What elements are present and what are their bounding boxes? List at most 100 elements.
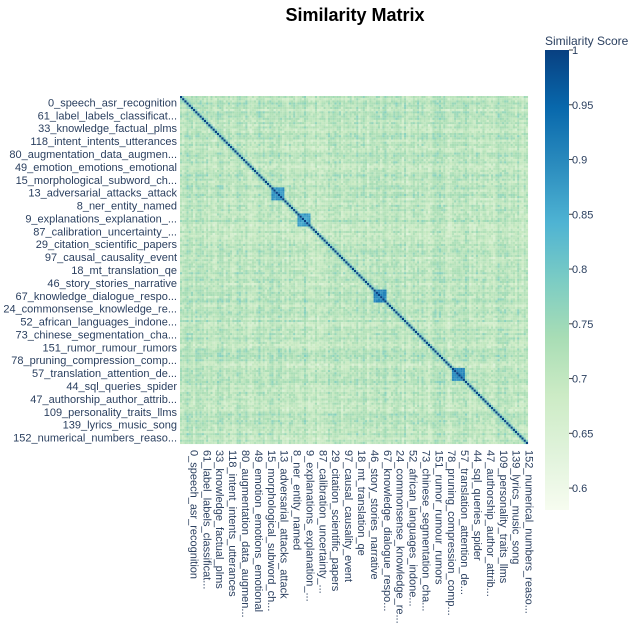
- heatmap-cell: [271, 100, 274, 103]
- heatmap-cell: [456, 154, 459, 157]
- heatmap-cell: [336, 104, 339, 107]
- heatmap-cell: [275, 159, 278, 162]
- heatmap-cell: [454, 143, 457, 147]
- heatmap-cell: [412, 113, 415, 116]
- heatmap-cell: [445, 159, 448, 162]
- heatmap-cell: [293, 150, 296, 153]
- heatmap-cell: [508, 137, 511, 140]
- heatmap-cell: [277, 139, 281, 142]
- heatmap-cell: [460, 156, 463, 160]
- heatmap-cell: [412, 139, 415, 142]
- heatmap-cell: [458, 100, 461, 103]
- heatmap-cell: [477, 113, 481, 116]
- heatmap-cell: [427, 124, 431, 127]
- heatmap-cell: [399, 102, 402, 105]
- heatmap-cell: [290, 137, 294, 140]
- heatmap-cell: [423, 113, 426, 116]
- heatmap-cell: [406, 96, 409, 99]
- heatmap-cell: [401, 150, 405, 153]
- heatmap-cell: [488, 104, 492, 107]
- heatmap-cell: [293, 119, 296, 123]
- heatmap-cell: [364, 111, 368, 114]
- heatmap-cell: [382, 98, 385, 101]
- heatmap-cell: [367, 128, 370, 131]
- heatmap-cell: [260, 152, 263, 155]
- heatmap-cell: [262, 111, 265, 114]
- heatmap-cell: [375, 102, 378, 105]
- heatmap-cell: [317, 148, 320, 151]
- heatmap-cell: [338, 119, 341, 123]
- heatmap-cell: [384, 128, 387, 131]
- heatmap-cell: [201, 106, 204, 110]
- heatmap-cell: [410, 98, 413, 101]
- heatmap-cell: [493, 104, 496, 107]
- heatmap-cell: [288, 119, 291, 123]
- heatmap-cell: [458, 111, 461, 114]
- heatmap-cell: [397, 106, 400, 110]
- heatmap-cell: [406, 159, 409, 162]
- heatmap-cell: [473, 119, 476, 123]
- heatmap-cell: [514, 152, 518, 155]
- heatmap-cell: [399, 137, 402, 140]
- heatmap-cell: [480, 117, 483, 120]
- heatmap-cell: [454, 154, 457, 157]
- heatmap-cell: [330, 156, 333, 160]
- heatmap-cell: [308, 113, 311, 116]
- heatmap-cell: [358, 106, 361, 110]
- heatmap-cell: [430, 150, 433, 153]
- heatmap-cell: [317, 113, 320, 116]
- heatmap-cell: [280, 113, 283, 116]
- heatmap-cell: [323, 161, 326, 164]
- heatmap-cell: [245, 135, 248, 138]
- heatmap-cell: [377, 102, 381, 105]
- heatmap-cell: [358, 124, 361, 127]
- heatmap-cell: [386, 141, 389, 144]
- heatmap-cell: [375, 143, 378, 147]
- heatmap-cell: [497, 96, 500, 99]
- heatmap-cell: [364, 104, 368, 107]
- heatmap-cell: [210, 161, 213, 164]
- heatmap-cell: [230, 117, 233, 120]
- heatmap-cell: [447, 143, 450, 147]
- heatmap-cell: [495, 104, 498, 107]
- heatmap-cell: [340, 154, 344, 157]
- heatmap-cell: [482, 104, 485, 107]
- heatmap-cell: [369, 126, 372, 129]
- heatmap-cell: [519, 113, 522, 116]
- heatmap-cell: [408, 115, 411, 118]
- heatmap-cell: [180, 148, 183, 151]
- heatmap-cell: [282, 124, 285, 127]
- heatmap-cell: [280, 154, 283, 157]
- heatmap-cell: [521, 128, 524, 131]
- heatmap-cell: [284, 119, 287, 123]
- heatmap-cell: [251, 146, 254, 149]
- heatmap-cell: [282, 106, 285, 110]
- heatmap-cell: [295, 152, 298, 155]
- heatmap-cell: [412, 117, 415, 120]
- heatmap-cell: [195, 124, 198, 127]
- heatmap-cell: [495, 122, 498, 125]
- heatmap-cell: [456, 115, 459, 118]
- heatmap-cell: [354, 135, 357, 138]
- heatmap-cell: [425, 111, 428, 114]
- heatmap-cell: [336, 132, 339, 136]
- heatmap-cell: [399, 139, 402, 142]
- heatmap-cell: [223, 132, 226, 136]
- heatmap-cell: [369, 159, 372, 162]
- heatmap-cell: [234, 100, 237, 103]
- heatmap-cell: [508, 135, 511, 138]
- heatmap-cell: [295, 113, 298, 116]
- heatmap-cell: [293, 154, 296, 157]
- heatmap-cell: [525, 100, 529, 103]
- heatmap-cell: [412, 109, 415, 112]
- heatmap-cell: [193, 119, 196, 123]
- heatmap-cell: [221, 104, 224, 107]
- heatmap-cell: [317, 152, 320, 155]
- heatmap-cell: [240, 156, 244, 160]
- heatmap-cell: [367, 104, 370, 107]
- heatmap-cell: [249, 122, 252, 125]
- heatmap-cell: [325, 135, 328, 138]
- heatmap-cell: [477, 130, 481, 134]
- heatmap-cell: [280, 161, 283, 164]
- heatmap-cell: [303, 159, 307, 162]
